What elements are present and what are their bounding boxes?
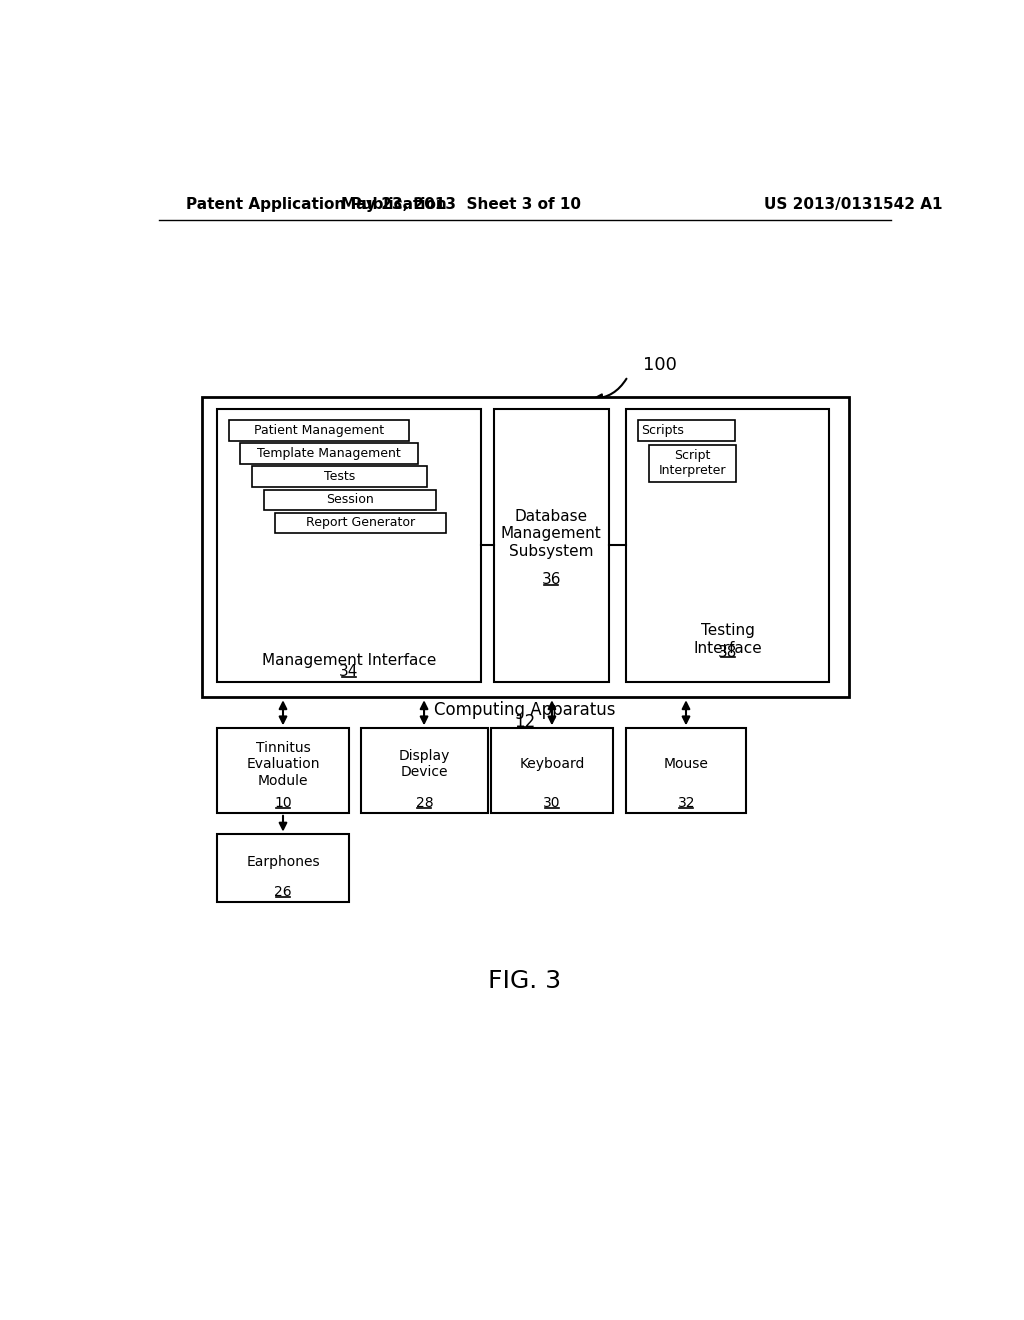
Text: Testing
Interface: Testing Interface (693, 623, 762, 656)
Bar (490, 729, 613, 813)
Text: Template Management: Template Management (257, 447, 401, 461)
Text: 36: 36 (542, 573, 561, 587)
Bar (252, 466, 427, 487)
Text: Earphones: Earphones (246, 855, 319, 869)
Text: 38: 38 (718, 645, 737, 660)
Text: 26: 26 (274, 886, 292, 899)
Bar (263, 490, 436, 511)
Bar (627, 409, 829, 682)
Bar (202, 397, 849, 697)
Bar (228, 420, 409, 441)
Bar (360, 729, 488, 813)
Text: Script
Interpreter: Script Interpreter (658, 449, 726, 478)
Bar (217, 834, 349, 903)
Text: Tests: Tests (324, 470, 355, 483)
Text: 30: 30 (543, 796, 561, 810)
Text: 12: 12 (515, 713, 536, 731)
Text: Management Interface: Management Interface (262, 653, 436, 668)
Bar (217, 729, 349, 813)
Text: May 23, 2013  Sheet 3 of 10: May 23, 2013 Sheet 3 of 10 (341, 197, 582, 213)
Text: Patient Management: Patient Management (254, 424, 384, 437)
Bar (275, 512, 445, 533)
Text: US 2013/0131542 A1: US 2013/0131542 A1 (764, 197, 942, 213)
Text: Keyboard: Keyboard (519, 758, 585, 771)
Bar (638, 420, 735, 441)
Text: Patent Application Publication: Patent Application Publication (186, 197, 446, 213)
FancyArrowPatch shape (594, 379, 627, 403)
Text: Display
Device: Display Device (398, 750, 451, 780)
Text: FIG. 3: FIG. 3 (488, 969, 561, 993)
Bar (627, 729, 746, 813)
Text: Mouse: Mouse (664, 758, 709, 771)
Text: Session: Session (327, 494, 374, 507)
Text: Tinnitus
Evaluation
Module: Tinnitus Evaluation Module (246, 742, 319, 788)
Text: 10: 10 (274, 796, 292, 810)
Bar (217, 409, 480, 682)
Text: Database
Management
Subsystem: Database Management Subsystem (501, 510, 601, 558)
Bar (241, 444, 418, 465)
Text: 28: 28 (416, 796, 433, 810)
Text: Computing Apparatus: Computing Apparatus (434, 701, 616, 718)
Text: Report Generator: Report Generator (306, 516, 415, 529)
Text: 100: 100 (643, 356, 677, 374)
Text: Scripts: Scripts (641, 424, 684, 437)
Bar (494, 409, 608, 682)
Bar (649, 445, 735, 482)
Text: 34: 34 (339, 664, 358, 680)
Text: 32: 32 (678, 796, 695, 810)
